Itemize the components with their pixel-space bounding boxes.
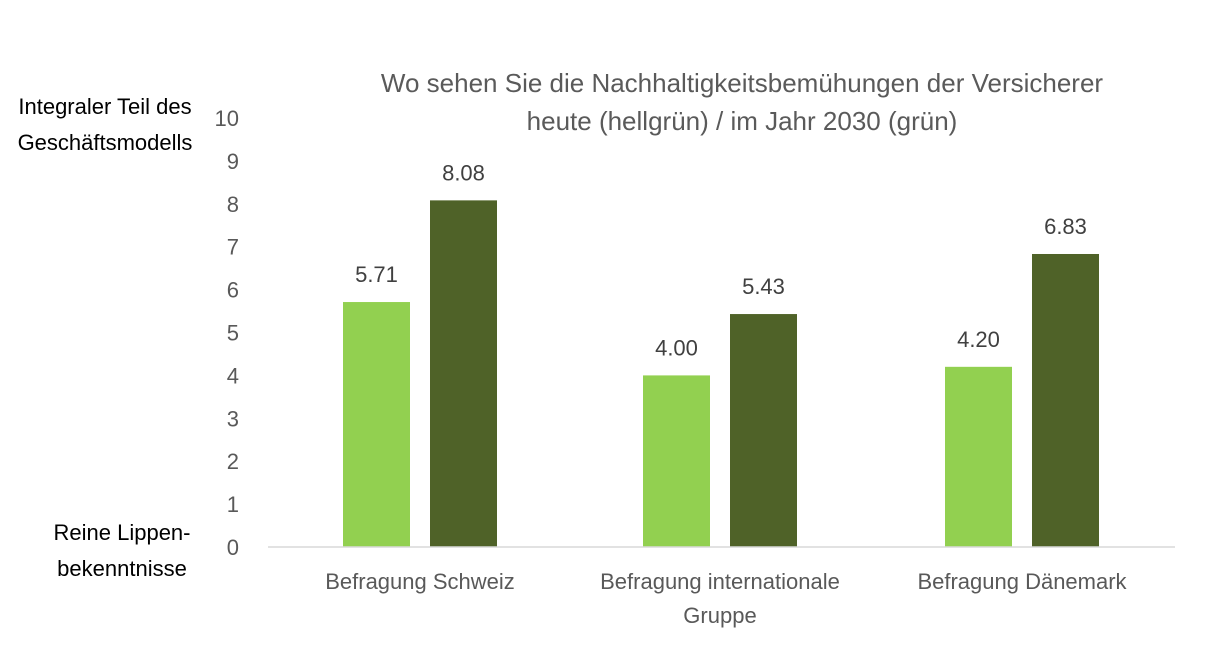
bar-2030-0 (430, 200, 497, 548)
top-scale-label-line: Integraler Teil des (18, 94, 191, 119)
bar-2030-1 (730, 314, 797, 547)
y-tick-label: 10 (215, 106, 239, 131)
y-axis-ticks: 0 1 2 3 4 5 6 7 8 9 10 (215, 106, 239, 560)
chart-title-line: heute (hellgrün) / im Jahr 2030 (grün) (527, 106, 958, 136)
y-tick-label: 3 (227, 406, 239, 431)
top-scale-label: Integraler Teil des Geschäftsmodells (18, 94, 193, 155)
y-tick-label: 6 (227, 278, 239, 303)
y-tick-label: 2 (227, 449, 239, 474)
chart-title-line: Wo sehen Sie die Nachhaltigkeitsbemühung… (381, 68, 1104, 98)
chart-title: Wo sehen Sie die Nachhaltigkeitsbemühung… (381, 68, 1104, 136)
x-category-label: Befragung internationale (600, 569, 840, 594)
x-category-label: Befragung Schweiz (325, 569, 515, 594)
y-tick-label: 1 (227, 492, 239, 517)
bar-2030-2 (1032, 253, 1099, 548)
data-label: 8.08 (442, 160, 485, 185)
y-tick-label: 9 (227, 149, 239, 174)
data-label: 6.83 (1044, 214, 1087, 239)
data-label: 5.43 (742, 274, 785, 299)
x-category-label: Befragung Dänemark (917, 569, 1127, 594)
bar-heute-2 (945, 366, 1012, 547)
data-label: 5.71 (355, 262, 398, 287)
bar-heute-0 (343, 302, 410, 547)
bottom-scale-label: Reine Lippen-bekenntnisse (54, 520, 191, 581)
bottom-scale-label-line: bekenntnisse (57, 556, 187, 581)
y-tick-label: 8 (227, 192, 239, 217)
x-axis-categories: Befragung Schweiz Befragung international… (325, 569, 1127, 628)
bottom-scale-label-line: Reine Lippen- (54, 520, 191, 545)
data-label: 4.00 (655, 335, 698, 360)
y-tick-label: 5 (227, 321, 239, 346)
x-category-label: Gruppe (683, 603, 756, 628)
y-tick-label: 7 (227, 235, 239, 260)
y-tick-label: 0 (227, 535, 239, 560)
y-tick-label: 4 (227, 363, 239, 388)
bar-heute-1 (643, 375, 710, 547)
bars: 5.71 4.00 4.20 8.08 5.43 6.83 (343, 160, 1099, 548)
data-label: 4.20 (957, 327, 1000, 352)
top-scale-label-line: Geschäftsmodells (18, 130, 193, 155)
